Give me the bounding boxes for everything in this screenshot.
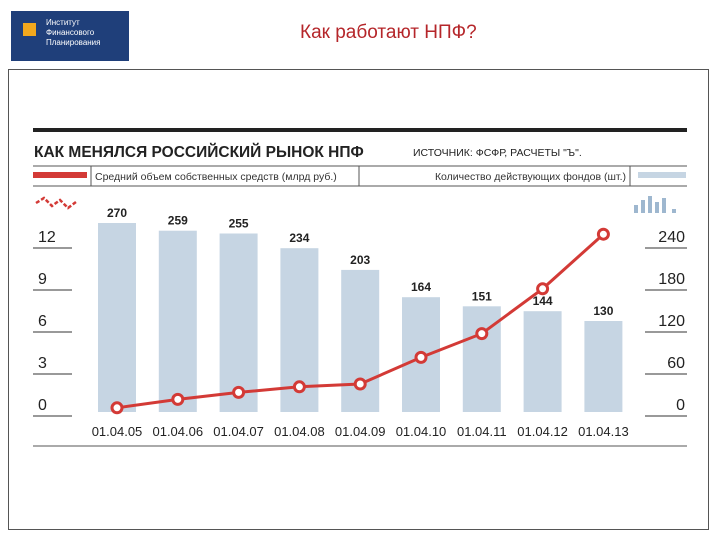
slide-title: Как работают НПФ? <box>300 22 477 43</box>
chart-top-rule <box>33 128 687 132</box>
x-tick-label: 01.04.08 <box>274 424 325 439</box>
line-point <box>110 401 124 415</box>
line-point <box>414 350 428 364</box>
y-left-tick-label: 3 <box>38 355 47 372</box>
logo-square-icon <box>23 23 36 36</box>
line-point <box>171 392 185 406</box>
line-point <box>353 377 367 391</box>
x-tick-label: 01.04.06 <box>152 424 203 439</box>
bar <box>523 311 562 412</box>
slide-frame <box>8 69 709 530</box>
bar <box>98 223 136 412</box>
legend-line-label: Средний объем собственных средств (млрд … <box>95 171 337 183</box>
logo-text: Институт Финансового Планирования <box>46 18 100 48</box>
x-tick-label: 01.04.09 <box>335 424 386 439</box>
bar-value-label: 255 <box>229 217 249 231</box>
bar-value-label: 144 <box>533 294 553 308</box>
logo-line-3: Планирования <box>46 38 101 47</box>
bar-series-icon <box>634 196 676 213</box>
bar-value-label: 164 <box>411 280 431 294</box>
line-point <box>292 380 306 394</box>
y-left-tick-label: 12 <box>38 229 56 246</box>
y-right-tick-label: 0 <box>676 397 685 414</box>
bar <box>219 233 258 412</box>
bar-value-label: 151 <box>472 289 492 303</box>
x-tick-label: 01.04.13 <box>578 424 629 439</box>
legend-line-swatch <box>33 172 87 178</box>
y-right-tick-label: 60 <box>667 355 685 372</box>
x-tick-label: 01.04.07 <box>213 424 264 439</box>
x-tick-label: 01.04.11 <box>457 424 507 439</box>
bar-value-label: 130 <box>593 304 613 318</box>
line-point <box>536 282 550 296</box>
legend-bar-label: Количество действующих фондов (шт.) <box>435 171 626 183</box>
chart-source: ИСТОЧНИК: ФСФР, РАСЧЕТЫ "Ъ". <box>413 147 582 159</box>
logo-line-1: Институт <box>46 18 80 27</box>
bar-value-label: 270 <box>107 206 127 220</box>
line-point <box>475 327 489 341</box>
y-left-tick-label: 0 <box>38 397 47 414</box>
y-right-tick-label: 120 <box>658 313 685 330</box>
y-left-tick-label: 6 <box>38 313 47 330</box>
bar <box>584 321 623 412</box>
bar <box>341 269 380 412</box>
logo: Институт Финансового Планирования <box>11 11 129 61</box>
line-series-icon <box>35 196 77 210</box>
x-tick-label: 01.04.05 <box>92 424 143 439</box>
line-point <box>232 385 246 399</box>
logo-line-2: Финансового <box>46 28 95 37</box>
bar <box>158 230 197 412</box>
y-right-tick-label: 180 <box>658 271 685 288</box>
bar-value-label: 259 <box>168 214 188 228</box>
y-right-tick-label: 240 <box>658 229 685 246</box>
chart-title: КАК МЕНЯЛСЯ РОССИЙСКИЙ РЫНОК НПФ <box>34 143 364 161</box>
bar-value-label: 234 <box>289 231 309 245</box>
legend-bar-swatch <box>638 172 686 178</box>
x-tick-label: 01.04.12 <box>517 424 568 439</box>
line-point <box>596 227 610 241</box>
y-left-tick-label: 9 <box>38 271 47 288</box>
bar-value-label: 203 <box>350 253 370 267</box>
x-tick-label: 01.04.10 <box>396 424 447 439</box>
